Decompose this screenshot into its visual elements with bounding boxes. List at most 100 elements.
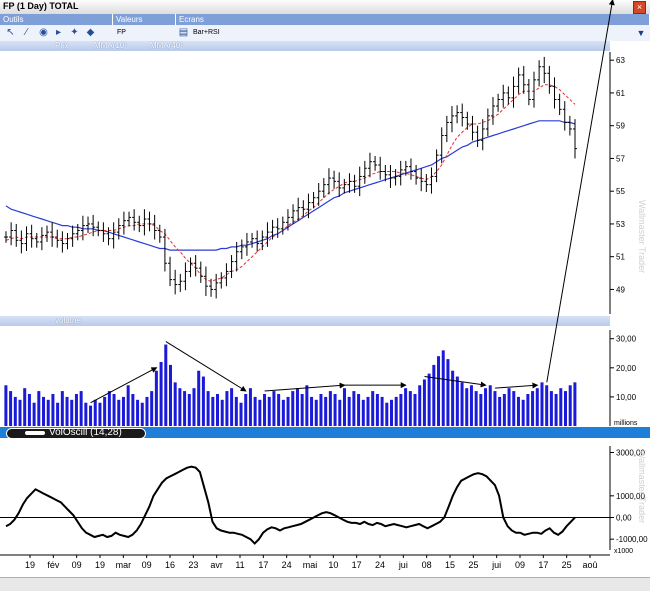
volume-bar (455, 376, 459, 426)
price-bar (250, 232, 255, 248)
legend-mma10: MMA(10) (94, 41, 127, 50)
chevron-down-icon[interactable]: ▼ (636, 28, 646, 38)
volume-bar (84, 402, 88, 426)
price-bar (424, 173, 429, 193)
price-bar (490, 97, 495, 125)
price-bar (306, 193, 311, 219)
date-tick-label: 17 (352, 560, 362, 570)
date-tick-label: 15 (445, 560, 455, 570)
volume-bar (295, 388, 299, 426)
price-bar (332, 170, 337, 189)
horizontal-scrollbar[interactable] (0, 577, 650, 591)
price-bar (80, 215, 85, 241)
volume-bar (328, 391, 332, 426)
price-bar (342, 178, 347, 194)
price-bar (439, 127, 444, 164)
volume-bar (18, 399, 22, 426)
cursor-icon[interactable]: ↖ (6, 27, 15, 38)
volume-bar (361, 399, 365, 426)
price-bar (480, 119, 485, 151)
trend-arrows (90, 0, 615, 404)
volume-bar (272, 391, 276, 426)
volume-bar (300, 394, 304, 426)
price-tick-label: 57 (616, 154, 625, 163)
close-button[interactable]: × (633, 1, 646, 14)
price-bar (316, 183, 321, 206)
price-bar (347, 173, 352, 193)
osc-tick-label: 3000,00 (616, 449, 645, 458)
volume-bar (183, 391, 187, 426)
price-bar (573, 119, 577, 159)
volume-bar (154, 370, 158, 426)
volume-bar (399, 394, 403, 426)
volume-bar (74, 394, 78, 426)
volume-bar (159, 362, 163, 426)
price-bar (393, 169, 398, 186)
symbol-field[interactable]: FP (117, 29, 126, 36)
price-bar (9, 222, 14, 246)
price-bar (373, 155, 378, 171)
volume-bar (516, 396, 520, 426)
date-tick-label: 17 (258, 560, 268, 570)
volume-bar (446, 359, 450, 426)
price-bar (501, 84, 506, 108)
price-bar (485, 108, 490, 137)
osc-header-bar (0, 427, 650, 438)
tools-icon[interactable]: ✦ (70, 27, 79, 38)
price-bar (460, 103, 465, 127)
price-bar (116, 218, 121, 240)
volume-bar (342, 388, 346, 426)
price-tick-label: 59 (616, 122, 625, 131)
volume-bar (380, 396, 384, 426)
price-bar (419, 168, 424, 192)
watermark-osc: Wallmaster Trader (637, 450, 647, 524)
book-icon[interactable]: ▤ (178, 27, 189, 38)
price-bar (173, 269, 178, 295)
volume-bar (37, 391, 41, 426)
osc-line (5, 465, 576, 545)
globe-icon[interactable]: ◉ (39, 27, 48, 38)
legend-volume: volume (55, 316, 81, 325)
price-bar (444, 115, 449, 143)
volume-bar (197, 370, 201, 426)
volume-bar (488, 385, 492, 426)
volume-bar (225, 391, 229, 426)
price-bar (198, 261, 203, 283)
price-bar (65, 232, 70, 250)
volume-bar (79, 391, 83, 426)
volume-bar (131, 394, 135, 426)
price-bar (219, 272, 224, 289)
volume-bar (60, 391, 64, 426)
volume-bar (107, 391, 111, 426)
price-bar (352, 174, 357, 193)
price-bar (542, 56, 547, 84)
price-bar (14, 223, 19, 247)
price-bar (214, 273, 219, 299)
price-bar (552, 77, 557, 109)
volume-bar (51, 394, 55, 426)
volume-bar (469, 385, 473, 426)
volume-bar (103, 396, 107, 426)
volume-bar (192, 388, 196, 426)
osc-tick-label: 0,00 (616, 514, 632, 523)
screen-field[interactable]: Bar+RSI (193, 29, 220, 36)
volume-bar (563, 391, 567, 426)
arrow-icon[interactable]: ▸ (55, 27, 62, 38)
volume-bar (333, 394, 337, 426)
draw-line-icon[interactable]: ∕ (25, 27, 28, 38)
volume-bar (437, 356, 441, 426)
volume-bar (291, 391, 295, 426)
price-bar (24, 226, 29, 251)
volume-bar (145, 396, 149, 426)
volume-bar (286, 396, 290, 426)
color-icon[interactable]: ◆ (86, 27, 95, 38)
volume-bar (507, 388, 511, 426)
volume-legend: volume (0, 316, 610, 326)
price-bar (142, 209, 147, 236)
date-tick-label: 25 (468, 560, 478, 570)
volume-bar (112, 394, 116, 426)
date-tick-label: 08 (422, 560, 432, 570)
trend-arrow (165, 341, 247, 392)
volume-bar (390, 399, 394, 426)
